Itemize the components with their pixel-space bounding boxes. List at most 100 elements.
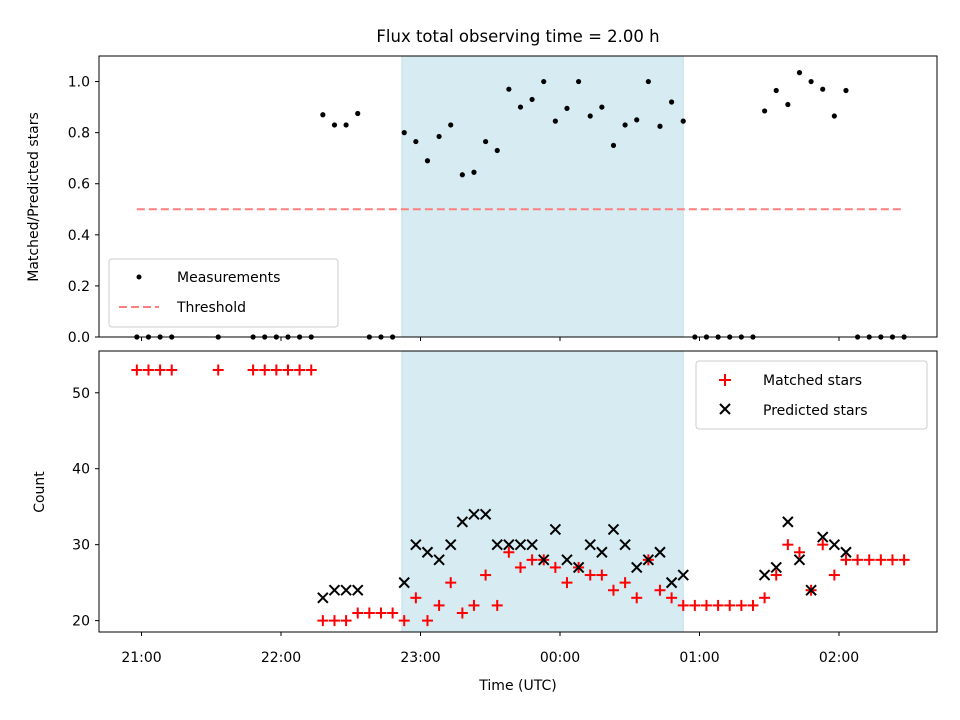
predicted-star-point: [665, 576, 678, 589]
measurement-point: [413, 138, 419, 145]
matched-star-point: [631, 592, 643, 604]
matched-star-point: [294, 364, 306, 376]
measurement-point: [796, 70, 803, 76]
legend-marker-measurements: [136, 274, 142, 280]
legend-label-matched: Matched stars: [763, 373, 862, 389]
matched-star-point: [782, 539, 794, 551]
matched-star-point: [154, 364, 166, 376]
predicted-star-point: [596, 546, 608, 558]
measurement-point: [610, 142, 617, 149]
predicted-star-point: [317, 592, 329, 604]
predicted-star-point: [526, 538, 538, 551]
matched-star-point: [747, 599, 759, 611]
predicted-star-point: [514, 538, 527, 551]
measurement-point: [401, 130, 407, 136]
predicted-star-point: [456, 516, 469, 528]
measurement-point: [506, 86, 512, 92]
matched-star-point: [503, 546, 515, 558]
measurement-point: [471, 169, 477, 175]
bottom-count-points: [131, 364, 910, 627]
x-tick-label: 22:00: [261, 650, 301, 666]
matched-star-point: [166, 364, 178, 376]
matched-star-point: [852, 554, 864, 566]
legend-label-measurements: Measurements: [177, 270, 280, 286]
matched-star-point: [247, 364, 259, 376]
measurement-point: [331, 122, 338, 128]
top-panel: 0.0 0.2 0.4 0.6 0.8 1.0 Matched/Predicted sta…: [26, 55, 938, 346]
x-tick-label: 00:00: [540, 650, 580, 666]
matched-star-point: [410, 592, 422, 604]
measurement-point: [657, 123, 663, 129]
measurement-point: [680, 118, 686, 124]
predicted-star-point: [782, 516, 794, 528]
matched-star-point: [480, 569, 492, 581]
measurement-point: [622, 122, 628, 128]
measurement-point: [808, 78, 814, 85]
measurement-point: [320, 112, 326, 118]
top-y-ticks: 0.0 0.2 0.4 0.6 0.8 1.0: [68, 75, 99, 346]
matched-star-point: [387, 607, 399, 619]
matched-star-point: [654, 584, 666, 596]
measurement-point: [645, 78, 651, 85]
x-axis-label: Time (UTC): [478, 678, 556, 694]
top-y-tick-label: 1.0: [68, 75, 90, 91]
legend-marker-matched: [719, 374, 731, 386]
measurement-point: [669, 99, 675, 105]
measurement-point: [831, 113, 837, 119]
x-tick-label: 21:00: [121, 650, 161, 666]
predicted-star-point: [770, 561, 782, 574]
predicted-star-point: [445, 538, 457, 551]
top-y-tick-label: 0.4: [68, 228, 90, 244]
predicted-star-point: [572, 561, 585, 574]
matched-star-point: [259, 364, 271, 376]
x-tick-label: 02:00: [819, 650, 859, 666]
measurement-point: [552, 118, 558, 124]
matched-star-point: [607, 584, 619, 596]
matched-star-point: [317, 615, 329, 627]
matched-star-point: [514, 561, 526, 573]
measurement-point: [576, 78, 582, 85]
top-y-tick-label: 0.2: [68, 279, 90, 295]
matched-star-point: [759, 592, 771, 604]
matched-star-point: [724, 599, 736, 611]
measurement-point: [517, 104, 524, 110]
measurement-point: [564, 105, 570, 111]
predicted-star-point: [421, 546, 434, 558]
measurement-point: [773, 87, 779, 94]
matched-star-point: [828, 569, 840, 581]
predicted-star-point: [607, 523, 620, 536]
measurement-point: [343, 122, 349, 128]
x-tick-label: 23:00: [400, 650, 440, 666]
matched-star-point: [700, 599, 712, 611]
matched-star-point: [875, 554, 887, 566]
measurement-point: [541, 78, 547, 85]
matched-star-point: [840, 554, 852, 566]
matched-star-point: [817, 539, 829, 551]
measurement-point: [634, 117, 640, 123]
measurement-point: [843, 87, 849, 94]
predicted-star-point: [410, 538, 422, 551]
predicted-star-point: [758, 569, 771, 581]
predicted-star-point: [642, 554, 655, 566]
predicted-star-point: [491, 538, 503, 551]
matched-star-point: [863, 554, 875, 566]
bottom-y-ticks: 20 30 40 50: [72, 386, 99, 630]
matched-star-point: [886, 554, 898, 566]
top-y-axis-label: Matched/Predicted stars: [26, 112, 42, 282]
predicted-star-point: [619, 538, 631, 551]
legend-label-predicted: Predicted stars: [763, 403, 868, 419]
matched-star-point: [770, 569, 782, 581]
predicted-star-point: [503, 538, 515, 551]
matched-star-point: [445, 577, 457, 589]
matched-star-point: [375, 607, 387, 619]
predicted-star-point: [433, 554, 445, 566]
predicted-star-point: [398, 576, 410, 589]
matched-star-point: [305, 364, 317, 376]
top-legend: Measurements Threshold: [108, 258, 339, 328]
matched-star-point: [561, 577, 573, 589]
top-y-tick-label: 0.6: [68, 177, 90, 193]
matched-star-point: [131, 364, 143, 376]
predicted-star-point: [631, 561, 643, 574]
